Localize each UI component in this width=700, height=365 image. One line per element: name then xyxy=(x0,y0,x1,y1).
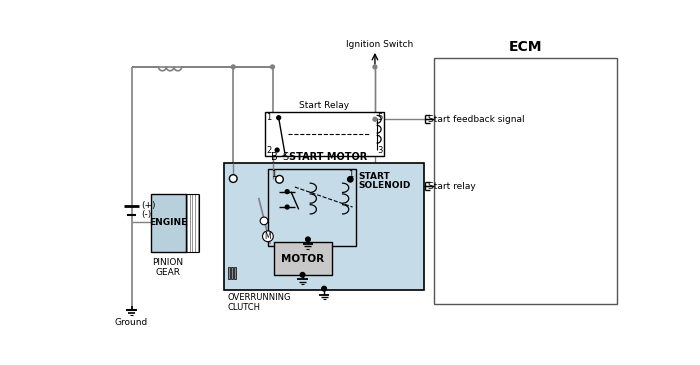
Bar xyxy=(268,169,356,246)
Circle shape xyxy=(373,117,377,121)
Circle shape xyxy=(373,65,377,69)
Text: 1: 1 xyxy=(266,113,272,122)
Text: Ground: Ground xyxy=(115,318,148,327)
Text: Start Relay: Start Relay xyxy=(300,101,349,110)
Text: SOLENOID: SOLENOID xyxy=(358,181,411,190)
Text: START MOTOR: START MOTOR xyxy=(290,151,368,162)
Text: PINION
GEAR: PINION GEAR xyxy=(152,258,183,277)
Text: ECM: ECM xyxy=(509,40,542,54)
Circle shape xyxy=(285,190,289,193)
Text: S: S xyxy=(283,151,288,162)
Text: 1: 1 xyxy=(271,170,277,179)
Circle shape xyxy=(230,175,237,182)
Bar xyxy=(265,112,384,156)
Circle shape xyxy=(260,217,268,225)
Circle shape xyxy=(262,231,273,242)
Circle shape xyxy=(348,177,353,182)
Text: Start relay: Start relay xyxy=(428,182,476,191)
Bar xyxy=(234,267,237,278)
Circle shape xyxy=(231,65,235,69)
Circle shape xyxy=(275,148,279,152)
Text: 2: 2 xyxy=(266,146,272,155)
Circle shape xyxy=(271,65,274,69)
Text: MOTOR: MOTOR xyxy=(281,254,325,264)
Text: M: M xyxy=(265,232,271,241)
Text: Start feedback signal: Start feedback signal xyxy=(428,115,525,124)
Circle shape xyxy=(306,237,310,242)
Circle shape xyxy=(276,176,284,183)
Circle shape xyxy=(276,116,281,120)
Text: 5: 5 xyxy=(377,113,383,122)
Bar xyxy=(231,267,233,278)
Text: START: START xyxy=(358,172,391,181)
Bar xyxy=(228,267,230,278)
Bar xyxy=(434,58,617,304)
Text: Ignition Switch: Ignition Switch xyxy=(346,40,413,49)
Text: (-): (-) xyxy=(141,210,152,219)
Circle shape xyxy=(300,273,304,277)
Text: 1: 1 xyxy=(348,170,354,179)
Text: ENGINE: ENGINE xyxy=(149,218,188,227)
Text: OVERRUNNING
CLUTCH: OVERRUNNING CLUTCH xyxy=(228,292,291,312)
Bar xyxy=(151,194,186,252)
Text: (+): (+) xyxy=(141,201,156,210)
Text: B: B xyxy=(271,151,277,162)
Bar xyxy=(224,163,424,290)
Circle shape xyxy=(322,287,326,291)
Circle shape xyxy=(285,205,289,209)
Bar xyxy=(274,242,332,275)
Text: 3: 3 xyxy=(377,146,383,155)
